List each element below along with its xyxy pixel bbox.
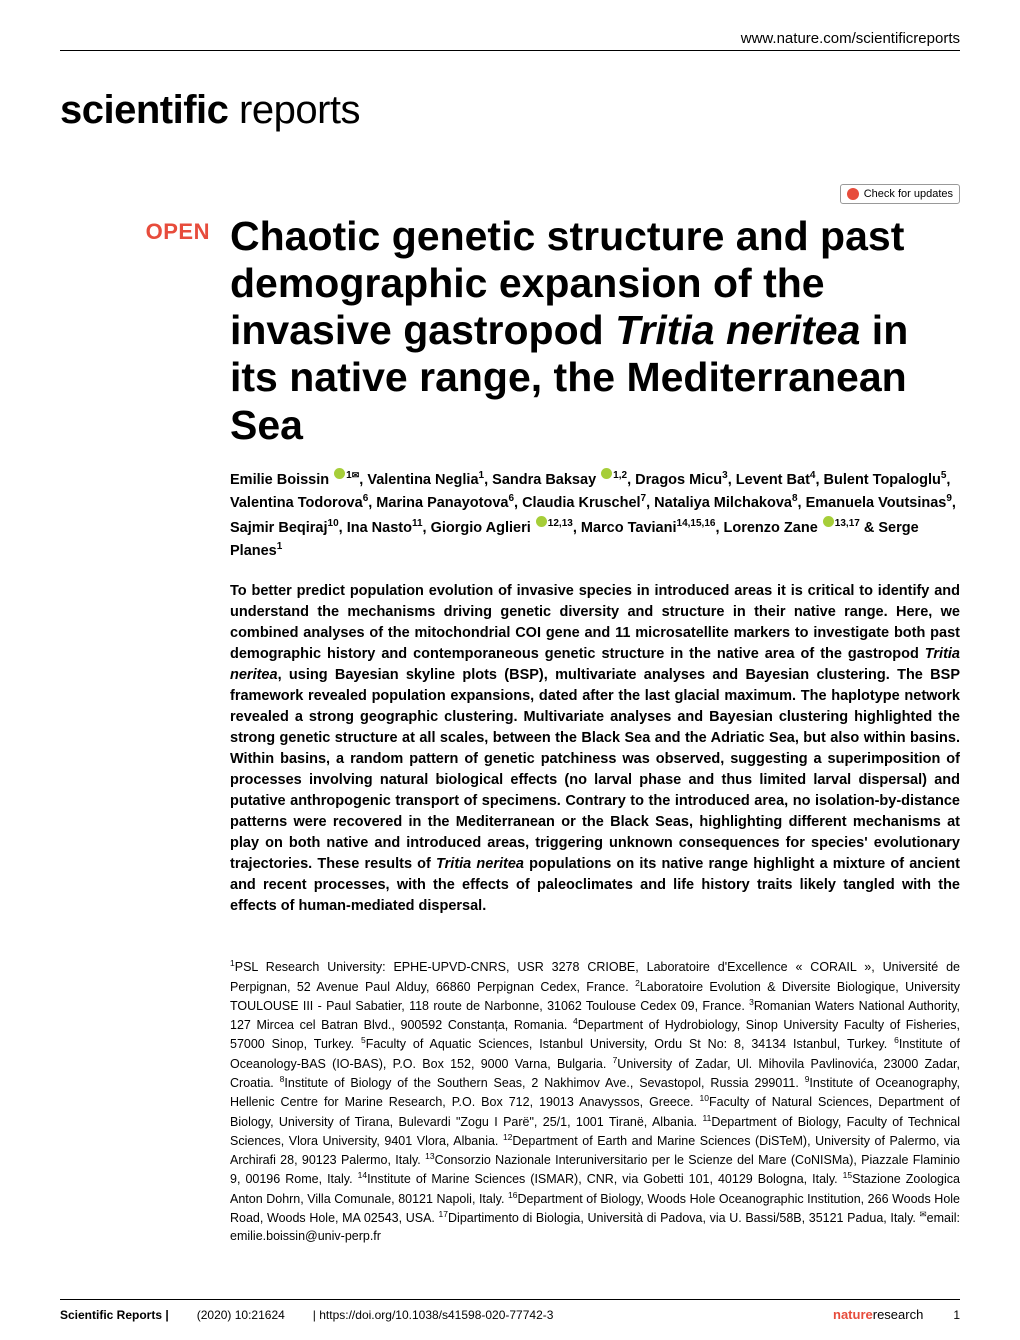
footer-journal: Scientific Reports | bbox=[60, 1308, 169, 1322]
orcid-icon bbox=[601, 468, 612, 479]
logo-bold: scientific bbox=[60, 88, 228, 132]
header-divider bbox=[60, 50, 960, 51]
footer-right: natureresearch 1 bbox=[833, 1307, 960, 1322]
affiliations: 1PSL Research University: EPHE-UPVD-CNRS… bbox=[230, 957, 960, 1245]
title-species: Tritia neritea bbox=[615, 307, 860, 353]
footer-left: Scientific Reports | (2020) 10:21624 | h… bbox=[60, 1308, 553, 1322]
update-icon bbox=[847, 188, 859, 200]
mail-icon: ✉ bbox=[352, 469, 360, 483]
logo-light: reports bbox=[228, 88, 360, 132]
header-url[interactable]: www.nature.com/scientificreports bbox=[741, 30, 960, 47]
footer-citation: (2020) 10:21624 bbox=[197, 1308, 285, 1322]
abstract: To better predict population evolution o… bbox=[230, 581, 960, 917]
publisher-light: research bbox=[873, 1307, 924, 1322]
journal-logo: scientific reports bbox=[60, 88, 360, 133]
open-access-badge: OPEN bbox=[60, 213, 210, 1245]
check-updates-label: Check for updates bbox=[864, 188, 953, 200]
article-title: Chaotic genetic structure and past demog… bbox=[230, 213, 960, 449]
authors-list: Emilie Boissin 1✉, Valentina Neglia1, Sa… bbox=[230, 467, 960, 563]
orcid-icon bbox=[334, 468, 345, 479]
footer: Scientific Reports | (2020) 10:21624 | h… bbox=[60, 1299, 960, 1322]
page-number: 1 bbox=[953, 1308, 960, 1322]
publisher-logo: natureresearch bbox=[833, 1307, 923, 1322]
orcid-icon bbox=[823, 516, 834, 527]
publisher-bold: nature bbox=[833, 1307, 873, 1322]
orcid-icon bbox=[536, 516, 547, 527]
footer-doi[interactable]: | https://doi.org/10.1038/s41598-020-777… bbox=[313, 1308, 554, 1322]
main-column: Chaotic genetic structure and past demog… bbox=[230, 213, 960, 1245]
check-updates-button[interactable]: Check for updates bbox=[840, 184, 960, 204]
content-grid: OPEN Chaotic genetic structure and past … bbox=[60, 213, 960, 1245]
